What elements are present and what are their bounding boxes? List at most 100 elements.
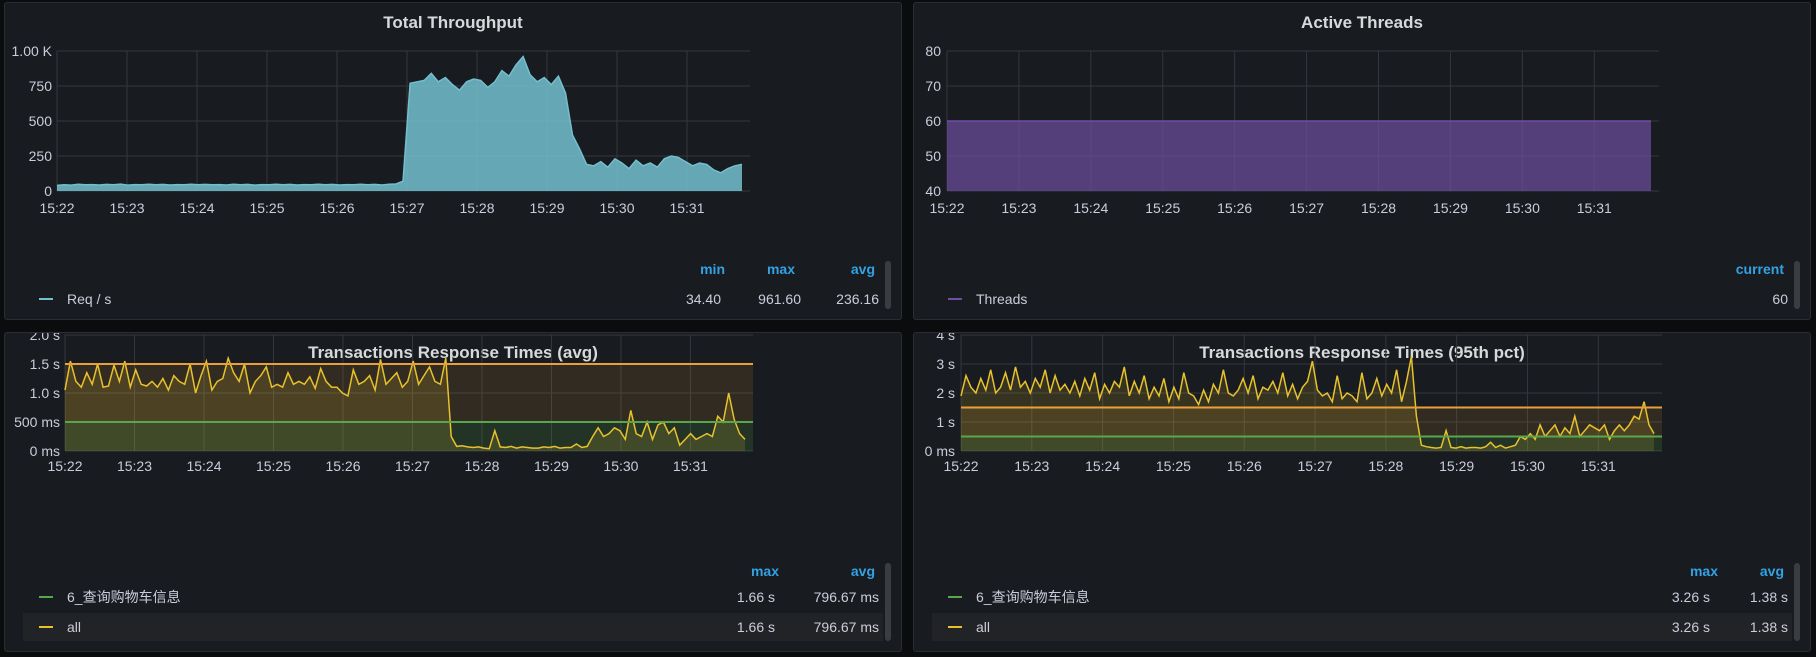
series-line	[64, 355, 746, 450]
legend-header-avg[interactable]: avg	[850, 563, 875, 579]
series-name[interactable]: all	[976, 619, 991, 635]
y-tick-label: 0 ms	[30, 443, 60, 459]
x-tick-label: 15:27	[395, 458, 430, 474]
legend-value-avg: 1.38 s	[1749, 619, 1788, 635]
legend-value-max: 1.66 s	[736, 619, 775, 635]
legend-item[interactable]: 6_查询购物车信息 3.26 s 1.38 s	[932, 583, 1792, 611]
threshold-band-warning	[65, 364, 753, 422]
y-tick-label: 1.5 s	[30, 356, 60, 372]
series-area	[961, 356, 1654, 451]
series-color-swatch[interactable]	[39, 298, 53, 300]
legend-header-max[interactable]: max	[1689, 563, 1718, 579]
x-tick-label: 15:27	[1289, 200, 1324, 216]
x-tick-label: 15:23	[1014, 458, 1049, 474]
legend-value-avg: 796.67 ms	[813, 589, 879, 605]
series-name[interactable]: 6_查询购物车信息	[976, 589, 1090, 605]
x-tick-label: 15:30	[1505, 200, 1540, 216]
x-tick-label: 15:27	[1298, 458, 1333, 474]
legend-item[interactable]: 6_查询购物车信息 1.66 s 796.67 ms	[23, 583, 883, 611]
x-tick-label: 15:23	[109, 200, 144, 216]
y-tick-label: 0 ms	[925, 443, 955, 459]
series-color-swatch[interactable]	[948, 596, 962, 598]
legend-scrollbar[interactable]	[1794, 563, 1800, 641]
legend-header-max[interactable]: max	[766, 261, 795, 277]
y-tick-label: 0	[44, 183, 52, 199]
x-tick-label: 15:29	[534, 458, 569, 474]
y-tick-label: 1 s	[936, 414, 955, 430]
legend-scrollbar[interactable]	[1794, 261, 1800, 309]
legend-value-max: 3.26 s	[1671, 619, 1710, 635]
x-tick-label: 15:22	[943, 458, 978, 474]
x-tick-label: 15:28	[459, 200, 494, 216]
x-tick-label: 15:26	[1217, 200, 1252, 216]
threshold-band-ok	[961, 436, 1662, 451]
panel-title[interactable]: Total Throughput	[383, 13, 523, 32]
legend-value-max: 961.60	[758, 291, 801, 307]
x-tick-label: 15:22	[929, 200, 964, 216]
x-tick-label: 15:26	[1227, 458, 1262, 474]
y-tick-label: 750	[29, 78, 53, 94]
legend-value-avg: 1.38 s	[1749, 589, 1788, 605]
legend-value-min: 34.40	[685, 291, 721, 307]
series-color-swatch[interactable]	[948, 298, 962, 300]
panel-title[interactable]: Transactions Response Times (avg)	[308, 343, 598, 362]
panel-response-times-95th: Transactions Response Times (95th pct) 0…	[913, 332, 1811, 652]
y-tick-label: 1.00 K	[12, 43, 53, 59]
series-area	[947, 121, 1651, 191]
y-tick-label: 500	[29, 113, 53, 129]
y-tick-label: 250	[29, 148, 53, 164]
legend-header-avg[interactable]: avg	[850, 261, 875, 277]
y-tick-label: 1.0 s	[30, 385, 60, 401]
series-color-swatch[interactable]	[948, 626, 962, 628]
x-tick-label: 15:25	[1156, 458, 1191, 474]
panel-title[interactable]: Active Threads	[1301, 13, 1423, 32]
panel-title[interactable]: Transactions Response Times (95th pct)	[1199, 343, 1525, 362]
legend-header-max[interactable]: max	[750, 563, 779, 579]
legend-header-min[interactable]: min	[700, 261, 725, 277]
y-tick-label: 70	[925, 78, 941, 94]
series-line	[56, 55, 743, 187]
series-area	[57, 56, 742, 191]
x-tick-label: 15:29	[1433, 200, 1468, 216]
y-tick-label: 3 s	[936, 356, 955, 372]
x-tick-label: 15:30	[599, 200, 634, 216]
legend-item[interactable]: all 1.66 s 796.67 ms	[23, 613, 883, 641]
x-tick-label: 15:29	[1439, 458, 1474, 474]
legend-header-avg[interactable]: avg	[1759, 563, 1784, 579]
legend-value-max: 1.66 s	[736, 589, 775, 605]
y-tick-label: 2.0 s	[30, 333, 60, 343]
legend-scrollbar[interactable]	[885, 261, 891, 309]
x-tick-label: 15:22	[47, 458, 82, 474]
response-avg-chart: 0 ms 500 ms 1.0 s 1.5 s 2.0 s 15:22 15:23 15:24…	[14, 333, 753, 474]
x-tick-label: 15:28	[1368, 458, 1403, 474]
x-tick-label: 15:31	[669, 200, 704, 216]
x-tick-label: 15:23	[117, 458, 152, 474]
legend-header-current[interactable]: current	[1735, 261, 1784, 277]
legend-scrollbar[interactable]	[885, 563, 891, 641]
legend-item[interactable]: all 3.26 s 1.38 s	[932, 613, 1792, 641]
x-tick-label: 15:31	[1577, 200, 1612, 216]
series-name[interactable]: all	[67, 619, 82, 635]
x-tick-label: 15:24	[186, 458, 221, 474]
y-tick-label: 50	[925, 148, 941, 164]
series-name[interactable]: Req / s	[67, 291, 112, 307]
x-tick-label: 15:28	[464, 458, 499, 474]
x-tick-label: 15:22	[39, 200, 74, 216]
x-tick-label: 15:24	[1073, 200, 1108, 216]
x-tick-label: 15:28	[1361, 200, 1396, 216]
legend-item[interactable]: Req / s 34.40 961.60 236.16	[27, 285, 887, 313]
series-name[interactable]: Threads	[976, 291, 1028, 307]
y-tick-label: 4 s	[936, 333, 955, 343]
x-tick-label: 15:26	[319, 200, 354, 216]
legend-value-max: 3.26 s	[1671, 589, 1710, 605]
x-tick-label: 15:30	[603, 458, 638, 474]
y-tick-label: 80	[925, 43, 941, 59]
x-tick-label: 15:25	[256, 458, 291, 474]
series-name[interactable]: 6_查询购物车信息	[67, 589, 181, 605]
series-color-swatch[interactable]	[39, 626, 53, 628]
legend-item[interactable]: Threads 60	[936, 285, 1796, 313]
series-color-swatch[interactable]	[39, 596, 53, 598]
x-tick-label: 15:25	[249, 200, 284, 216]
panel-active-threads: Active Threads 40 50 60 70 80 15:22 15:23 15:24…	[913, 2, 1811, 320]
x-tick-label: 15:24	[1085, 458, 1120, 474]
